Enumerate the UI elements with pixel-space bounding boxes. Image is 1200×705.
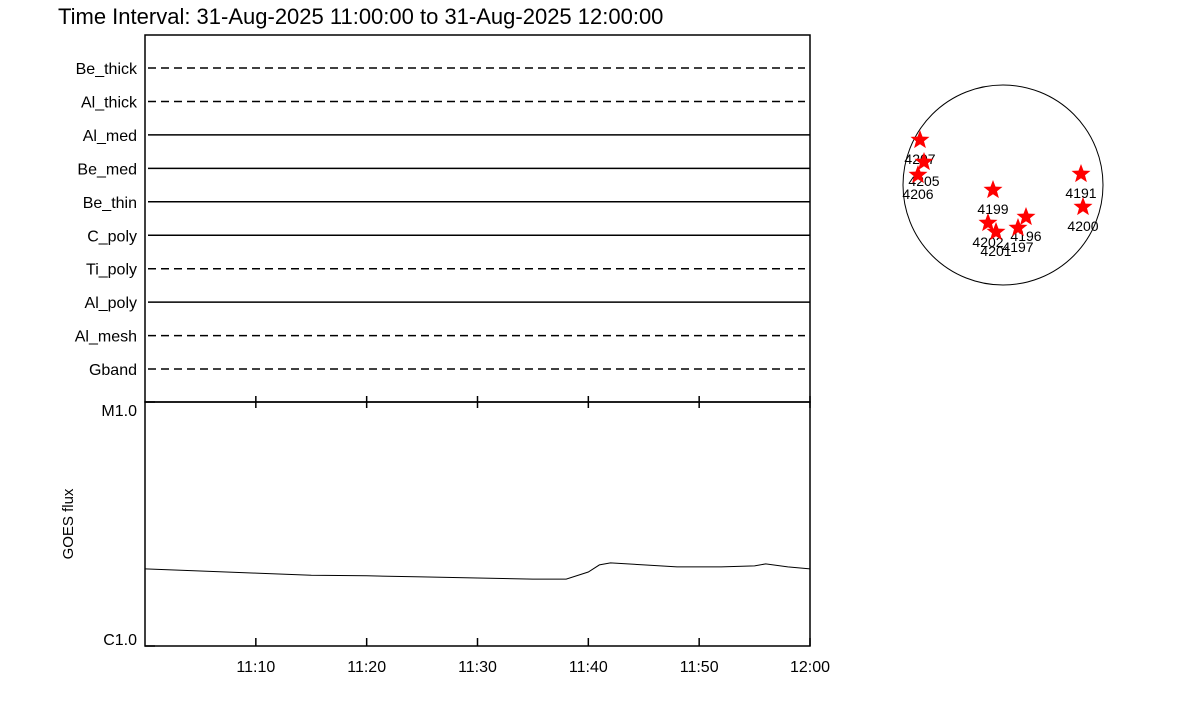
active-region — [1071, 164, 1091, 183]
x-tick-label: 12:00 — [790, 659, 830, 676]
row-label: Be_thick — [76, 61, 138, 78]
region-label: 4199 — [977, 201, 1008, 217]
active-region — [908, 165, 928, 184]
flux-line — [144, 562, 811, 580]
active-region — [910, 130, 930, 149]
row-label: Al_poly — [85, 295, 137, 312]
row-label: Al_med — [83, 128, 137, 145]
active-region — [1016, 207, 1036, 226]
row-label: Ti_poly — [86, 262, 137, 279]
x-tick-label: 11:30 — [458, 659, 497, 676]
region-label: 4191 — [1065, 185, 1096, 201]
chart-title: Time Interval: 31-Aug-2025 11:00:00 to 3… — [58, 4, 663, 29]
region-label: 4202 — [972, 234, 1003, 250]
region-label: 4201 — [980, 243, 1011, 259]
active-region — [1073, 197, 1093, 216]
x-tick-label: 11:10 — [236, 659, 275, 676]
active-region — [1008, 218, 1028, 237]
goes-frame — [144, 401, 811, 647]
active-region — [983, 180, 1003, 199]
row-label: Al_thick — [81, 94, 138, 111]
region-label: 4197 — [1002, 239, 1033, 255]
row-label: C_poly — [87, 228, 137, 245]
row-label: Be_thin — [83, 195, 137, 212]
timeline-frame — [144, 34, 811, 403]
region-label: 4206 — [902, 186, 933, 202]
row-label: Gband — [89, 362, 137, 379]
y-tick-label: C1.0 — [103, 632, 137, 649]
active-region — [986, 222, 1006, 241]
region-label: 4200 — [1067, 218, 1098, 234]
x-tick-label: 11:50 — [680, 659, 719, 676]
row-label: Al_mesh — [75, 329, 137, 346]
active-region — [978, 213, 998, 232]
x-tick-label: 11:20 — [347, 659, 386, 676]
y-tick-label: M1.0 — [101, 403, 137, 420]
x-tick-label: 11:40 — [569, 659, 608, 676]
row-label: Be_med — [77, 161, 137, 178]
active-region — [914, 152, 934, 171]
y-axis-label: GOES flux — [60, 488, 77, 559]
solar-disk — [902, 84, 1104, 286]
